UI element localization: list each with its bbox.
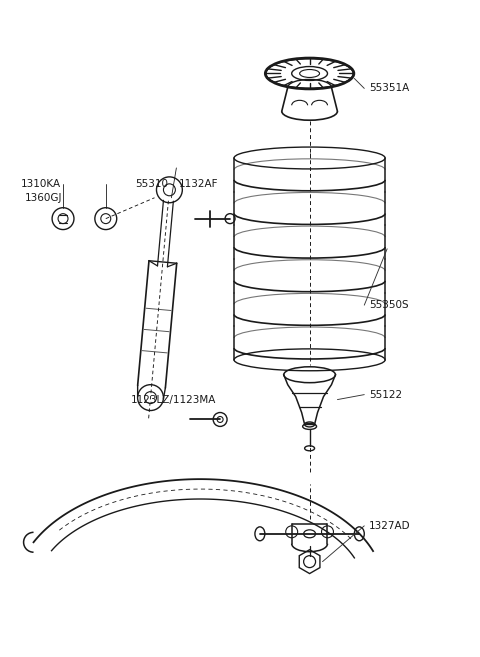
Text: 55310: 55310 [136,179,168,189]
Text: 55122: 55122 [369,390,402,399]
Text: 1327AD: 1327AD [369,521,411,531]
Text: 55351A: 55351A [369,83,409,93]
Text: 1310KA: 1310KA [21,179,61,189]
Text: 1123LZ/1123MA: 1123LZ/1123MA [131,395,216,405]
Text: 55350S: 55350S [369,300,409,310]
Text: 1132AF: 1132AF [179,179,218,189]
Text: 1360GJ: 1360GJ [25,193,63,203]
